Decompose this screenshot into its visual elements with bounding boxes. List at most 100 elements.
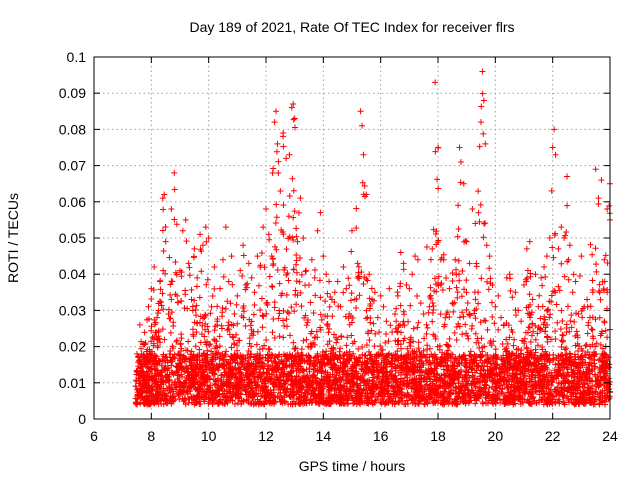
data-point xyxy=(539,282,546,289)
data-point xyxy=(454,289,461,296)
data-point xyxy=(444,341,451,348)
data-point xyxy=(475,209,482,216)
data-point xyxy=(291,208,298,215)
data-point xyxy=(435,237,442,244)
data-point xyxy=(222,305,229,312)
data-point xyxy=(141,329,148,336)
data-point xyxy=(509,294,516,301)
data-point xyxy=(284,309,291,316)
data-point xyxy=(465,335,472,342)
data-point xyxy=(290,339,297,346)
data-point xyxy=(190,253,197,260)
data-point xyxy=(489,314,496,321)
data-point xyxy=(467,352,474,359)
data-point xyxy=(325,329,332,336)
data-point xyxy=(193,283,200,290)
data-point xyxy=(276,333,283,340)
data-point xyxy=(316,277,323,284)
data-point xyxy=(166,254,173,261)
data-point xyxy=(395,399,402,406)
data-point xyxy=(159,227,166,234)
data-point xyxy=(453,336,460,343)
data-point xyxy=(596,281,603,288)
data-point xyxy=(351,338,358,345)
data-point xyxy=(266,236,273,243)
data-point xyxy=(404,345,411,352)
data-point xyxy=(432,335,439,342)
data-point xyxy=(340,289,347,296)
data-point xyxy=(479,90,486,97)
data-point xyxy=(439,287,446,294)
data-point xyxy=(542,328,549,335)
data-point xyxy=(290,187,297,194)
data-point xyxy=(414,293,421,300)
data-points xyxy=(132,68,613,408)
data-point xyxy=(269,284,276,291)
data-point xyxy=(138,345,145,352)
data-point xyxy=(257,306,264,313)
data-point xyxy=(532,336,539,343)
data-point xyxy=(604,334,611,341)
data-point xyxy=(290,116,297,123)
data-point xyxy=(393,305,400,312)
data-point xyxy=(355,263,362,270)
data-point xyxy=(298,271,305,278)
data-point xyxy=(198,268,205,275)
data-point xyxy=(265,345,272,352)
data-point xyxy=(280,202,287,209)
data-point xyxy=(285,277,292,284)
data-point xyxy=(574,340,581,347)
data-point xyxy=(186,264,193,271)
data-point xyxy=(480,130,487,137)
data-point xyxy=(326,303,333,310)
data-point xyxy=(437,311,444,318)
data-point xyxy=(364,277,371,284)
data-point xyxy=(488,299,495,306)
data-point xyxy=(428,351,435,358)
data-point xyxy=(563,229,570,236)
data-point xyxy=(271,243,278,250)
data-point xyxy=(561,273,568,280)
data-point xyxy=(291,124,298,131)
data-point xyxy=(423,330,430,337)
data-point xyxy=(311,267,318,274)
data-point xyxy=(295,373,302,380)
data-point xyxy=(526,324,533,331)
data-point xyxy=(512,312,519,319)
data-point xyxy=(563,345,570,352)
data-point xyxy=(167,329,174,336)
data-point xyxy=(492,346,499,353)
data-point xyxy=(209,293,216,300)
data-point xyxy=(261,342,268,349)
data-point xyxy=(507,287,514,294)
data-point xyxy=(453,324,460,331)
data-point xyxy=(406,339,413,346)
data-point xyxy=(584,330,591,337)
data-point xyxy=(497,399,504,406)
data-point xyxy=(464,299,471,306)
data-point xyxy=(353,205,360,212)
data-point xyxy=(289,234,296,241)
data-point xyxy=(158,302,165,309)
data-point xyxy=(346,282,353,289)
data-point xyxy=(218,322,225,329)
data-point xyxy=(587,303,594,310)
data-point xyxy=(188,286,195,293)
data-point xyxy=(160,306,167,313)
data-point xyxy=(458,293,465,300)
data-point xyxy=(469,322,476,329)
data-point xyxy=(552,328,559,335)
data-point xyxy=(211,327,218,334)
data-point xyxy=(259,324,266,331)
data-point xyxy=(491,320,498,327)
data-point xyxy=(552,335,559,342)
data-point xyxy=(324,290,331,297)
data-point xyxy=(293,278,300,285)
data-point xyxy=(333,339,340,346)
data-point xyxy=(383,374,390,381)
data-point xyxy=(510,342,517,349)
data-point xyxy=(239,272,246,279)
data-point xyxy=(162,270,169,277)
data-point xyxy=(477,319,484,326)
data-point xyxy=(478,275,485,282)
